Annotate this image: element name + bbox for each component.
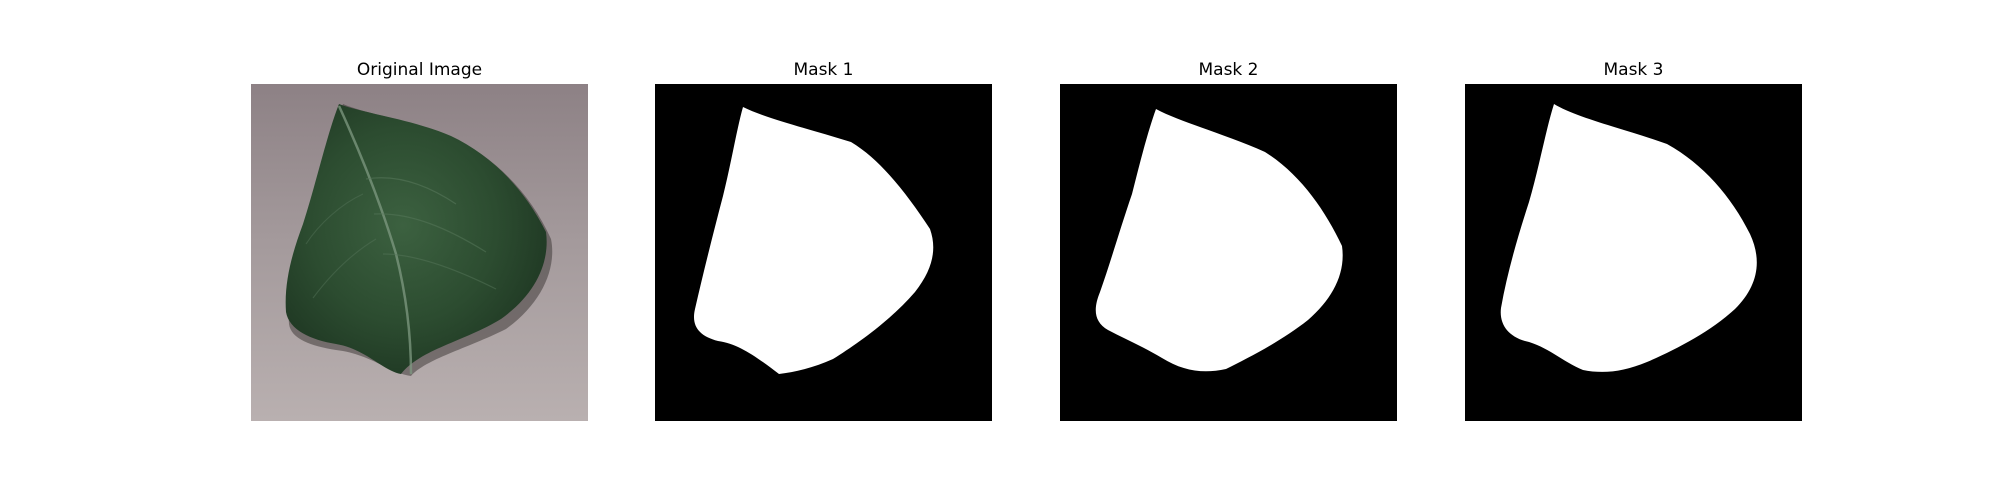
mask-3-leaf-region [1500,104,1757,372]
leaf-vein [382,253,497,290]
leaf-midrib [337,105,413,375]
mask-1-title: Mask 1 [793,60,854,80]
leaf-vein [373,213,487,253]
leaf-vein [365,177,457,205]
mask-1-panel: Mask 1 [655,56,992,421]
mask-3-image [1465,84,1802,421]
original-image-panel: Original Image [251,56,588,421]
mask-1-leaf-region [693,107,934,374]
mask-3-title: Mask 3 [1603,60,1664,80]
leaf-vein [305,193,364,245]
mask-1-image [655,84,992,421]
mask-3-panel: Mask 3 [1465,56,1802,421]
mask-2-image [1060,84,1397,421]
original-image-title: Original Image [356,60,483,80]
original-leaf-image [251,84,588,421]
mask-2-title: Mask 2 [1198,60,1259,80]
mask-2-panel: Mask 2 [1060,56,1397,421]
leaf-vein [312,238,377,299]
mask-2-leaf-region [1095,109,1343,372]
leaf-blade [285,104,547,374]
